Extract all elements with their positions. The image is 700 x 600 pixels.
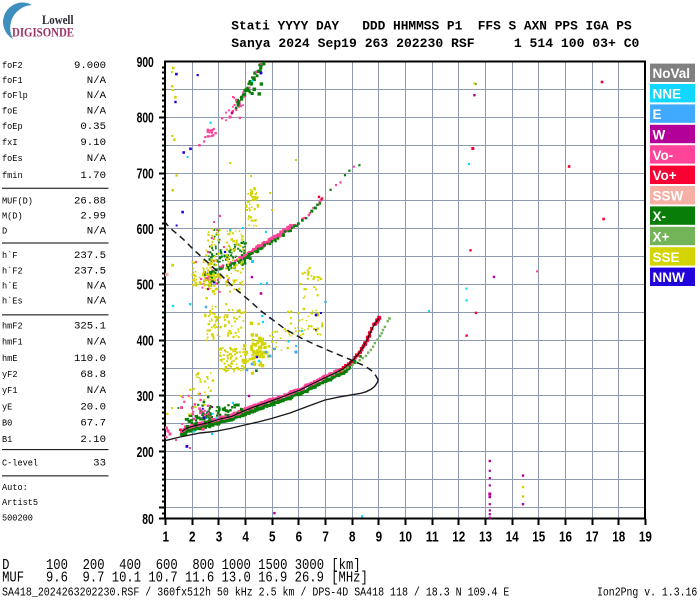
svg-text:B1: B1: [2, 434, 13, 445]
svg-text:foE: foE: [2, 106, 18, 117]
svg-text:N/A: N/A: [87, 153, 107, 165]
svg-text:N/A: N/A: [87, 337, 107, 349]
svg-text:fxI: fxI: [2, 137, 18, 148]
svg-text:N/A: N/A: [87, 75, 107, 87]
svg-text:18: 18: [612, 530, 625, 546]
svg-text:hmF2: hmF2: [2, 320, 23, 331]
svg-text:foF2: foF2: [2, 60, 23, 71]
svg-text:Stati YYYY DAY DDD HHMMSS P1: Stati YYYY DAY DDD HHMMSS P1 FFS S AXN P…: [231, 18, 632, 33]
svg-text:15: 15: [532, 530, 545, 546]
svg-text:SSE: SSE: [653, 250, 680, 265]
svg-text:MUF 9.6 9.7 10.1 10.7 11.6: MUF 9.6 9.7 10.1 10.7 11.6 13.0 16.9 26.…: [2, 570, 368, 587]
svg-text:110.0: 110.0: [74, 353, 106, 365]
svg-text:h`E: h`E: [2, 281, 18, 292]
svg-text:237.5: 237.5: [74, 265, 106, 277]
svg-text:500: 500: [137, 278, 154, 294]
svg-text:1: 1: [162, 530, 169, 546]
svg-text:foEp: foEp: [2, 121, 23, 132]
svg-text:NNW: NNW: [653, 270, 685, 285]
svg-text:SSW: SSW: [653, 189, 684, 204]
svg-text:E: E: [653, 107, 662, 122]
svg-text:300: 300: [137, 389, 154, 405]
svg-text:16: 16: [559, 530, 572, 546]
svg-text:400: 400: [137, 334, 154, 350]
svg-text:26.88: 26.88: [74, 195, 106, 207]
svg-text:Sanya 2024 Sep19 263 202230 RS: Sanya 2024 Sep19 263 202230 RSF 1 514 10…: [231, 36, 639, 51]
svg-text:900: 900: [137, 55, 154, 71]
svg-text:MUF(D): MUF(D): [2, 195, 33, 206]
svg-text:9.000: 9.000: [74, 60, 106, 72]
svg-text:6: 6: [296, 530, 303, 546]
svg-text:Lowell: Lowell: [42, 12, 74, 27]
svg-text:2.99: 2.99: [80, 211, 106, 223]
svg-text:SA418_2024263202230.RSF / 360f: SA418_2024263202230.RSF / 360fx512h 50 k…: [2, 586, 509, 600]
svg-text:h`Es: h`Es: [2, 296, 23, 307]
svg-text:14: 14: [506, 530, 520, 546]
svg-text:D 100 200 400 600 800: D 100 200 400 600 800 1000 1500 3000 [km…: [2, 557, 361, 574]
svg-text:X+: X+: [653, 229, 670, 244]
svg-text:Auto:: Auto:: [2, 482, 28, 493]
svg-text:fmin: fmin: [2, 170, 23, 181]
svg-text:hmE: hmE: [2, 353, 18, 364]
svg-text:325.1: 325.1: [74, 320, 106, 332]
svg-text:200: 200: [137, 445, 154, 461]
svg-text:N/A: N/A: [87, 385, 107, 397]
svg-text:NoVal: NoVal: [653, 66, 691, 81]
svg-text:19: 19: [639, 530, 652, 546]
svg-text:foF1: foF1: [2, 75, 23, 86]
svg-text:9: 9: [376, 530, 383, 546]
svg-text:yE: yE: [2, 402, 13, 413]
svg-text:600: 600: [137, 222, 154, 238]
svg-text:N/A: N/A: [87, 90, 107, 102]
svg-text:X-: X-: [653, 209, 667, 224]
svg-text:Ion2Png v. 1.3.16: Ion2Png v. 1.3.16: [597, 586, 697, 600]
svg-text:9.10: 9.10: [80, 137, 106, 149]
svg-text:Vo-: Vo-: [653, 148, 674, 163]
svg-text:2.10: 2.10: [80, 434, 106, 446]
svg-text:W: W: [653, 127, 666, 142]
svg-text:68.8: 68.8: [80, 369, 106, 381]
svg-text:N/A: N/A: [87, 226, 107, 238]
svg-text:80: 80: [142, 512, 154, 528]
svg-text:yF2: yF2: [2, 369, 18, 380]
svg-text:7: 7: [322, 530, 329, 546]
svg-text:Artist5: Artist5: [2, 497, 38, 508]
svg-text:2: 2: [189, 530, 196, 546]
svg-text:500200: 500200: [2, 513, 33, 524]
svg-text:h`F: h`F: [2, 250, 18, 261]
svg-text:17: 17: [586, 530, 599, 546]
svg-text:13: 13: [479, 530, 492, 546]
svg-text:1.70: 1.70: [80, 170, 106, 182]
svg-text:800: 800: [137, 111, 154, 127]
svg-text:yF1: yF1: [2, 385, 18, 396]
svg-text:Vo+: Vo+: [653, 168, 677, 183]
svg-text:67.7: 67.7: [80, 418, 106, 430]
svg-text:700: 700: [137, 166, 154, 182]
svg-text:8: 8: [349, 530, 356, 546]
svg-text:M(D): M(D): [2, 211, 23, 222]
svg-text:N/A: N/A: [87, 296, 107, 308]
svg-text:NNE: NNE: [653, 87, 682, 102]
svg-text:3: 3: [216, 530, 223, 546]
svg-text:33: 33: [93, 458, 106, 470]
svg-text:5: 5: [269, 530, 276, 546]
svg-text:B0: B0: [2, 418, 13, 429]
svg-text:C-level: C-level: [2, 458, 38, 469]
svg-text:D: D: [2, 226, 7, 237]
svg-text:N/A: N/A: [87, 281, 107, 293]
svg-text:237.5: 237.5: [74, 250, 106, 262]
svg-text:0.35: 0.35: [80, 121, 106, 133]
svg-text:12: 12: [452, 530, 465, 546]
svg-text:4: 4: [242, 530, 249, 546]
svg-text:DIGISONDE: DIGISONDE: [12, 26, 74, 40]
svg-text:N/A: N/A: [87, 106, 107, 118]
svg-text:10: 10: [399, 530, 412, 546]
svg-text:hmF1: hmF1: [2, 337, 23, 348]
svg-text:h`F2: h`F2: [2, 265, 23, 276]
svg-text:20.0: 20.0: [80, 402, 106, 414]
svg-text:foFlp: foFlp: [2, 90, 28, 101]
svg-text:foEs: foEs: [2, 153, 23, 164]
svg-text:11: 11: [426, 530, 439, 546]
